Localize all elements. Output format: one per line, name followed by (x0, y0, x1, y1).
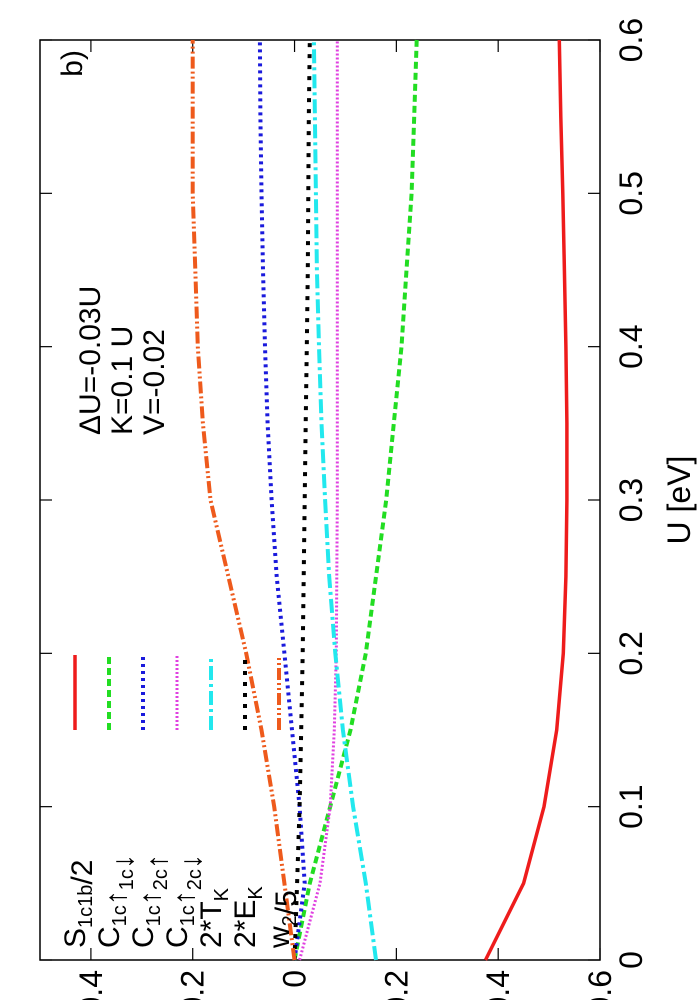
x-tick-label: 0.4 (613, 324, 649, 368)
series-layer (190, 39, 569, 961)
plot-rotated: 0 0.1 0.2 0.3 0.4 0.5 0.6 -0.6 -0.4 -0.2 0 0.2 0.4 S… (39, 18, 697, 1000)
legend-label-5: 2*TK (195, 887, 233, 948)
y-tick-label: -0.4 (480, 970, 516, 1000)
ticks: 0 0.1 0.2 0.3 0.4 0.5 0.6 -0.6 -0.4 -0.2 0 0.2 0.4 (40, 18, 649, 1000)
series-line-1 (483, 39, 569, 961)
x-axis-label: U [eV] (661, 456, 697, 545)
legend-label-4: C1c↑2c↓ (161, 854, 208, 948)
series-line-7 (190, 40, 297, 961)
x-tick-label: 0.3 (613, 478, 649, 522)
annotations: ΔU=-0.03U K=0.1 U V=-0.02 (74, 286, 171, 435)
legend-label-3: C1c↑2c↑ (127, 854, 174, 948)
y-tick-label: 0 (277, 970, 313, 988)
series-line-6 (292, 39, 312, 961)
y-tick-label: -0.6 (582, 970, 618, 1000)
y-tick-label: 0.4 (73, 970, 109, 1000)
x-tick-label: 0.1 (613, 784, 649, 828)
series-line-5 (311, 39, 378, 961)
legend-label-6: 2*EK (229, 886, 267, 948)
x-tick-label: 0.5 (613, 171, 649, 215)
y-tick-label: -0.2 (378, 970, 414, 1000)
legend-label-1: S1c1b/2 (59, 860, 99, 948)
annotation-3: V=-0.02 (138, 329, 171, 435)
series-line-2 (292, 39, 419, 961)
legend-label-2: C1c↑1c↓ (93, 854, 140, 948)
series-line-3 (257, 39, 307, 961)
x-tick-label: 0.6 (613, 18, 649, 62)
annotation-2: K=0.1 U (106, 326, 139, 435)
panel-label: b) (56, 50, 89, 77)
y-tick-label: 0.2 (175, 970, 211, 1000)
x-tick-label: 0.2 (613, 631, 649, 675)
x-tick-label: 0 (613, 951, 649, 969)
plot-frame (39, 39, 601, 961)
series-line-4 (298, 40, 339, 961)
annotation-1: ΔU=-0.03U (74, 286, 107, 435)
legend-label-7: w2/5 (263, 890, 303, 949)
